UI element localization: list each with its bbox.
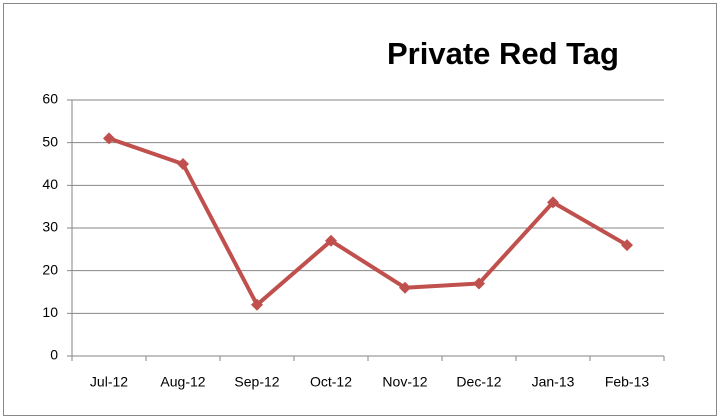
x-tick-label: Nov-12 <box>382 374 427 390</box>
x-tick-label: Jan-13 <box>532 374 575 390</box>
chart-border <box>3 3 717 416</box>
marker <box>325 234 337 247</box>
y-tick-label: 0 <box>50 347 58 363</box>
line <box>108 136 628 307</box>
marker <box>621 239 633 252</box>
marker <box>473 277 485 290</box>
marker <box>251 298 263 311</box>
y-tick-label: 40 <box>42 176 58 192</box>
x-tick-label: Jul-12 <box>90 374 128 390</box>
x-tick-label: Feb-13 <box>605 374 650 390</box>
chart-title: Private Red Tag <box>387 36 619 71</box>
x-tick-label: Sep-12 <box>234 374 279 390</box>
x-tick-label: Dec-12 <box>456 374 501 390</box>
marker <box>399 281 411 294</box>
x-tick-label: Aug-12 <box>160 374 205 390</box>
y-tick-label: 30 <box>42 219 58 235</box>
marker <box>177 158 189 170</box>
y-tick-label: 10 <box>42 304 58 320</box>
marker <box>103 132 115 145</box>
marker <box>547 196 559 209</box>
y-tick-label: 20 <box>42 261 58 277</box>
x-tick-label: Oct-12 <box>310 374 352 390</box>
y-tick-label: 60 <box>42 91 58 107</box>
y-tick-label: 50 <box>42 133 58 149</box>
